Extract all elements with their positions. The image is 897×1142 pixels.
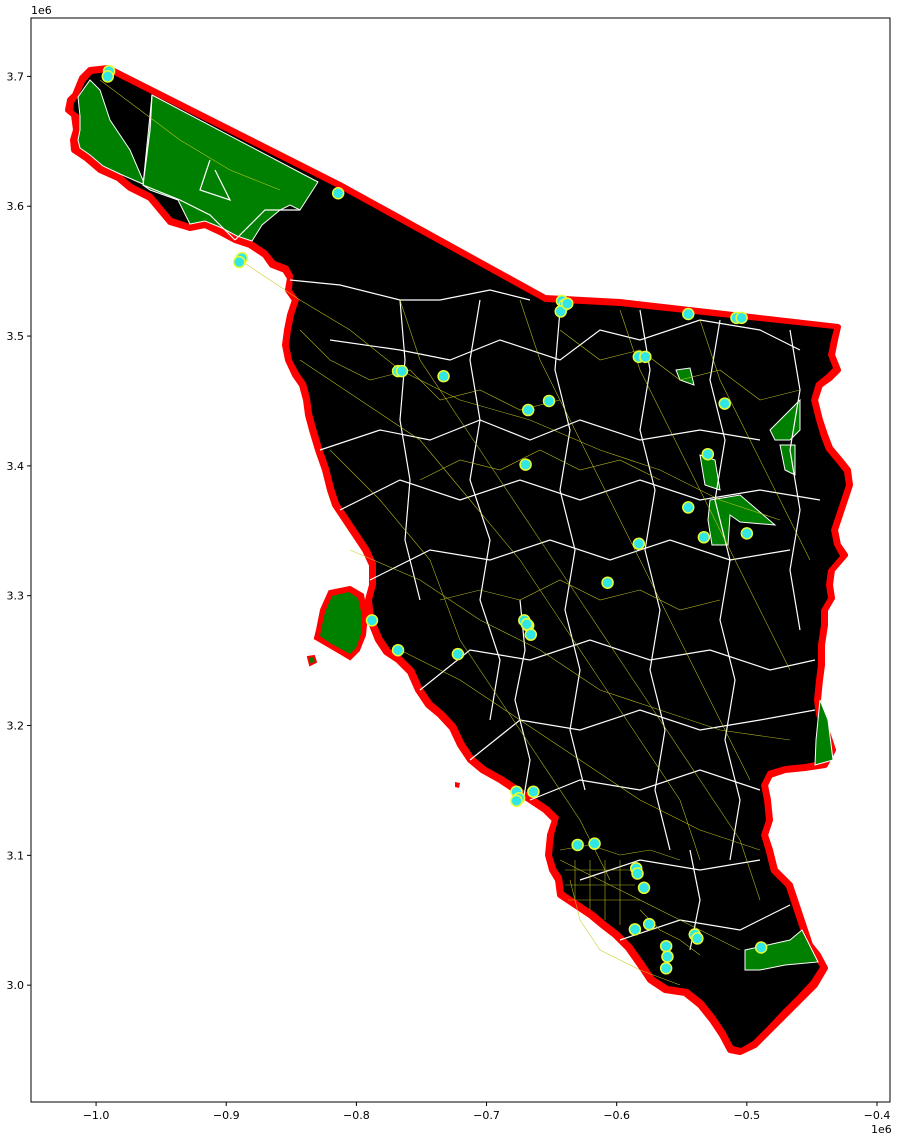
data-point [560,297,574,310]
data-point [554,305,567,318]
y-tick-label: 3.3 [7,590,25,603]
data-point [661,950,674,963]
x-offset-label: 1e6 [871,1123,892,1136]
data-point [519,458,532,471]
data-point [740,527,754,540]
data-point [639,350,652,364]
data-point [628,923,642,936]
map-area [65,64,853,1055]
island-fill [320,592,362,654]
data-point [632,537,646,551]
data-point [718,397,731,410]
data-point [451,647,465,661]
data-point [331,187,345,200]
region-fill [73,72,846,1048]
y-tick-label: 3.4 [7,460,25,473]
data-point [395,364,409,378]
data-point [682,307,695,321]
islet-2 [455,782,460,788]
y-tick-label: 3.6 [7,200,25,213]
data-point [571,838,584,852]
data-point [659,939,673,953]
data-point [232,255,246,269]
data-point [437,370,450,383]
data-point [520,618,534,631]
y-tick-label: 3.0 [7,979,25,992]
data-point [642,917,656,931]
y-tick-label: 3.1 [7,849,25,862]
y-axis: 3.0 3.1 3.2 3.3 3.4 3.5 3.6 3.7 [7,70,31,992]
data-point [391,643,405,657]
data-point [542,394,556,408]
data-point [691,932,704,945]
data-point [527,785,540,798]
data-point [754,941,768,954]
data-point [588,837,601,850]
data-point [701,447,715,461]
road-network [99,79,811,986]
data-point [601,576,614,589]
x-tick-label: −0.7 [473,1109,500,1122]
protected-areas [77,79,834,971]
data-point [682,501,695,514]
data-point [697,531,711,544]
data-point [659,962,673,975]
district-boundaries [142,94,821,951]
x-axis: −1.0 −0.9 −0.8 −0.7 −0.6 −0.5 −0.4 [83,1102,891,1122]
axes-frame [30,17,891,1103]
y-tick-label: 3.7 [7,70,25,83]
data-point [521,403,535,417]
y-tick-label: 3.2 [7,720,25,733]
data-point [101,70,115,83]
x-tick-label: −0.9 [213,1109,240,1122]
x-tick-label: −0.6 [603,1109,630,1122]
y-offset-label: 1e6 [31,4,52,17]
data-point [735,311,748,325]
x-tick-label: −1.0 [83,1109,110,1122]
x-tick-label: −0.4 [864,1109,891,1122]
points-layer [101,64,768,975]
data-point [365,614,379,627]
x-tick-label: −0.5 [733,1109,760,1122]
y-tick-label: 3.5 [7,330,25,343]
data-point [510,794,523,808]
islet [306,654,318,667]
data-point [524,628,538,641]
x-tick-label: −0.8 [343,1109,370,1122]
data-point [637,881,651,895]
data-point [631,867,644,880]
